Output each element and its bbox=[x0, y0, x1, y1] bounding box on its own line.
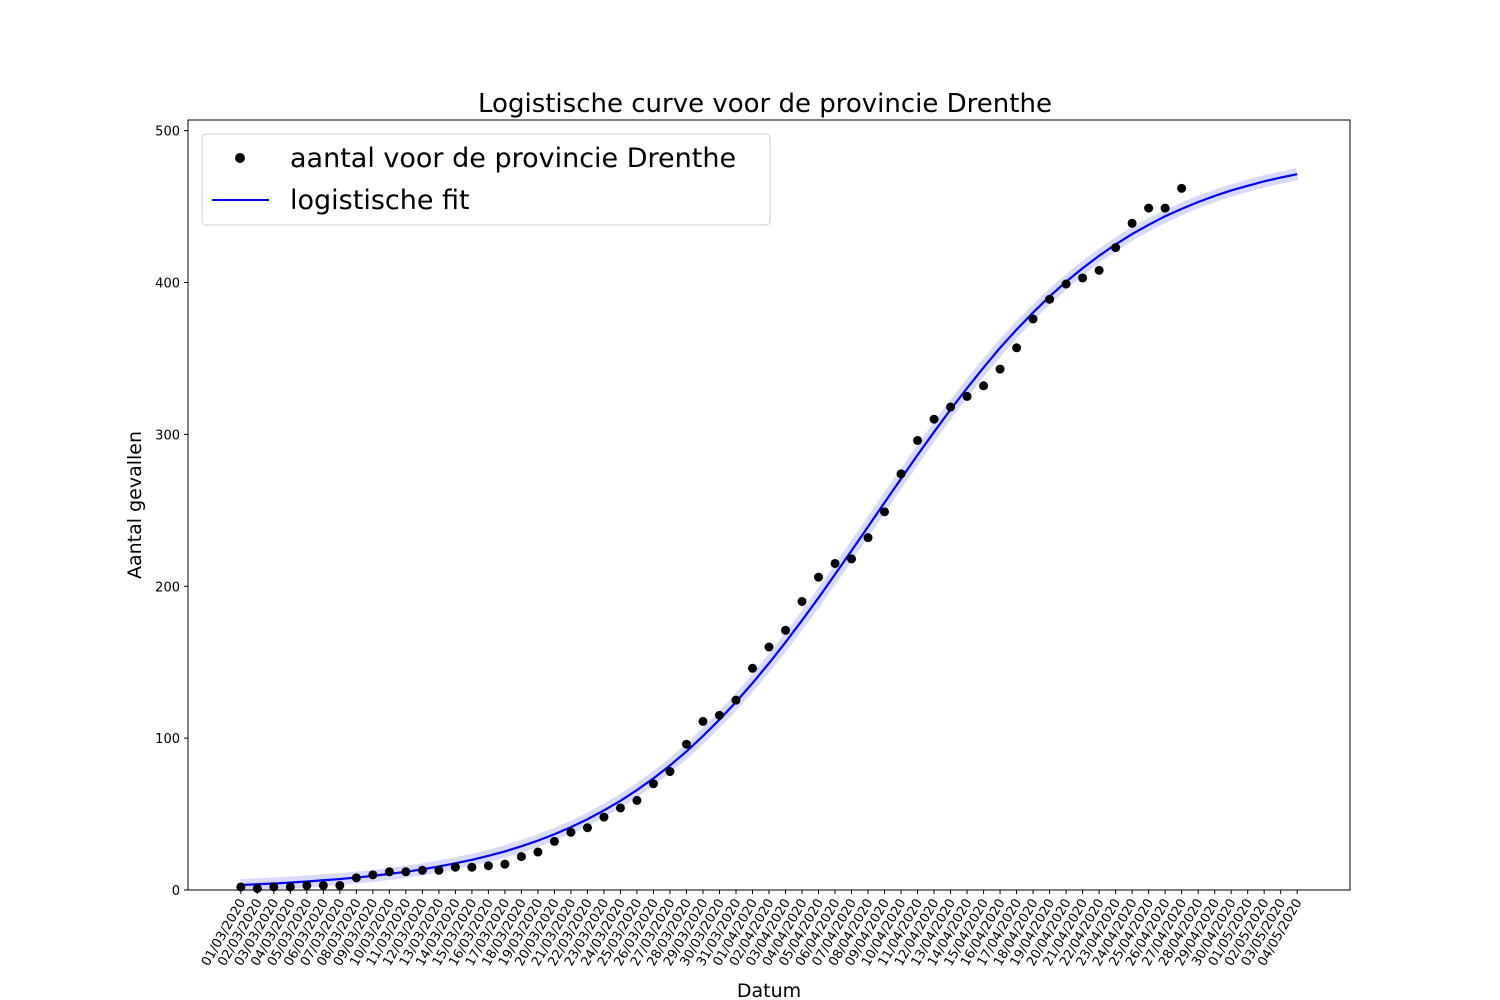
data-point bbox=[946, 402, 956, 412]
data-point bbox=[797, 596, 807, 606]
legend-label: logistische fit bbox=[290, 185, 470, 216]
data-point bbox=[747, 663, 757, 673]
plot-area bbox=[236, 168, 1299, 893]
data-point bbox=[500, 859, 510, 869]
data-point bbox=[236, 882, 246, 892]
x-axis-label: Datum bbox=[737, 980, 801, 1000]
chart-title: Logistische curve voor de provincie Dren… bbox=[478, 89, 1052, 119]
data-point bbox=[566, 827, 576, 837]
y-tick-label: 100 bbox=[155, 732, 180, 747]
data-point bbox=[1012, 343, 1022, 353]
data-point bbox=[764, 642, 774, 652]
data-point bbox=[285, 882, 295, 892]
data-point bbox=[417, 865, 427, 875]
data-point bbox=[269, 882, 279, 892]
data-point bbox=[1045, 294, 1055, 304]
data-point bbox=[302, 880, 312, 890]
fit-line bbox=[240, 173, 1298, 887]
data-point bbox=[731, 695, 741, 705]
legend: aantal voor de provincie Drenthe logistis… bbox=[201, 133, 771, 226]
data-point bbox=[384, 867, 394, 877]
data-point bbox=[1094, 265, 1104, 275]
data-point bbox=[1144, 203, 1154, 213]
data-point bbox=[318, 880, 328, 890]
data-point bbox=[830, 558, 840, 568]
data-point bbox=[814, 572, 824, 582]
data-point bbox=[351, 873, 361, 883]
data-point bbox=[1028, 314, 1038, 324]
data-point bbox=[252, 883, 262, 893]
legend-box bbox=[201, 133, 771, 226]
data-point bbox=[549, 836, 559, 846]
data-point bbox=[401, 867, 411, 877]
data-point bbox=[929, 414, 939, 424]
data-point bbox=[979, 381, 989, 391]
data-point bbox=[516, 852, 526, 862]
data-point bbox=[1111, 243, 1121, 253]
data-point bbox=[1127, 218, 1137, 228]
data-point bbox=[995, 364, 1005, 374]
data-point bbox=[632, 795, 642, 805]
data-point bbox=[665, 767, 675, 777]
data-point bbox=[1061, 279, 1071, 289]
data-point bbox=[483, 861, 493, 871]
data-point bbox=[1160, 203, 1170, 213]
y-tick-label: 0 bbox=[172, 884, 180, 899]
y-axis-label: Aantal gevallen bbox=[124, 431, 146, 579]
data-point bbox=[599, 812, 609, 822]
data-point bbox=[962, 391, 972, 401]
legend-label: aantal voor de provincie Drenthe bbox=[290, 143, 736, 174]
data-point bbox=[434, 865, 444, 875]
y-tick-label: 200 bbox=[155, 580, 180, 595]
data-point bbox=[681, 739, 691, 749]
data-point bbox=[1078, 273, 1088, 283]
data-point bbox=[714, 710, 724, 720]
data-point bbox=[648, 779, 658, 789]
data-point bbox=[781, 625, 791, 635]
data-point bbox=[863, 533, 873, 543]
data-point bbox=[615, 803, 625, 813]
data-point bbox=[335, 880, 345, 890]
data-point bbox=[368, 870, 378, 880]
y-tick-label: 400 bbox=[155, 277, 180, 292]
data-point bbox=[533, 847, 543, 857]
y-tick-label: 300 bbox=[155, 428, 180, 443]
data-point bbox=[847, 554, 857, 564]
data-point bbox=[896, 469, 906, 479]
data-point bbox=[880, 507, 890, 517]
data-point bbox=[913, 435, 923, 445]
data-point bbox=[1177, 183, 1187, 193]
data-point bbox=[450, 862, 460, 872]
data-point bbox=[698, 716, 708, 726]
legend-marker bbox=[235, 153, 245, 163]
data-point bbox=[582, 823, 592, 833]
y-tick-label: 500 bbox=[155, 125, 180, 140]
data-point bbox=[467, 862, 477, 872]
